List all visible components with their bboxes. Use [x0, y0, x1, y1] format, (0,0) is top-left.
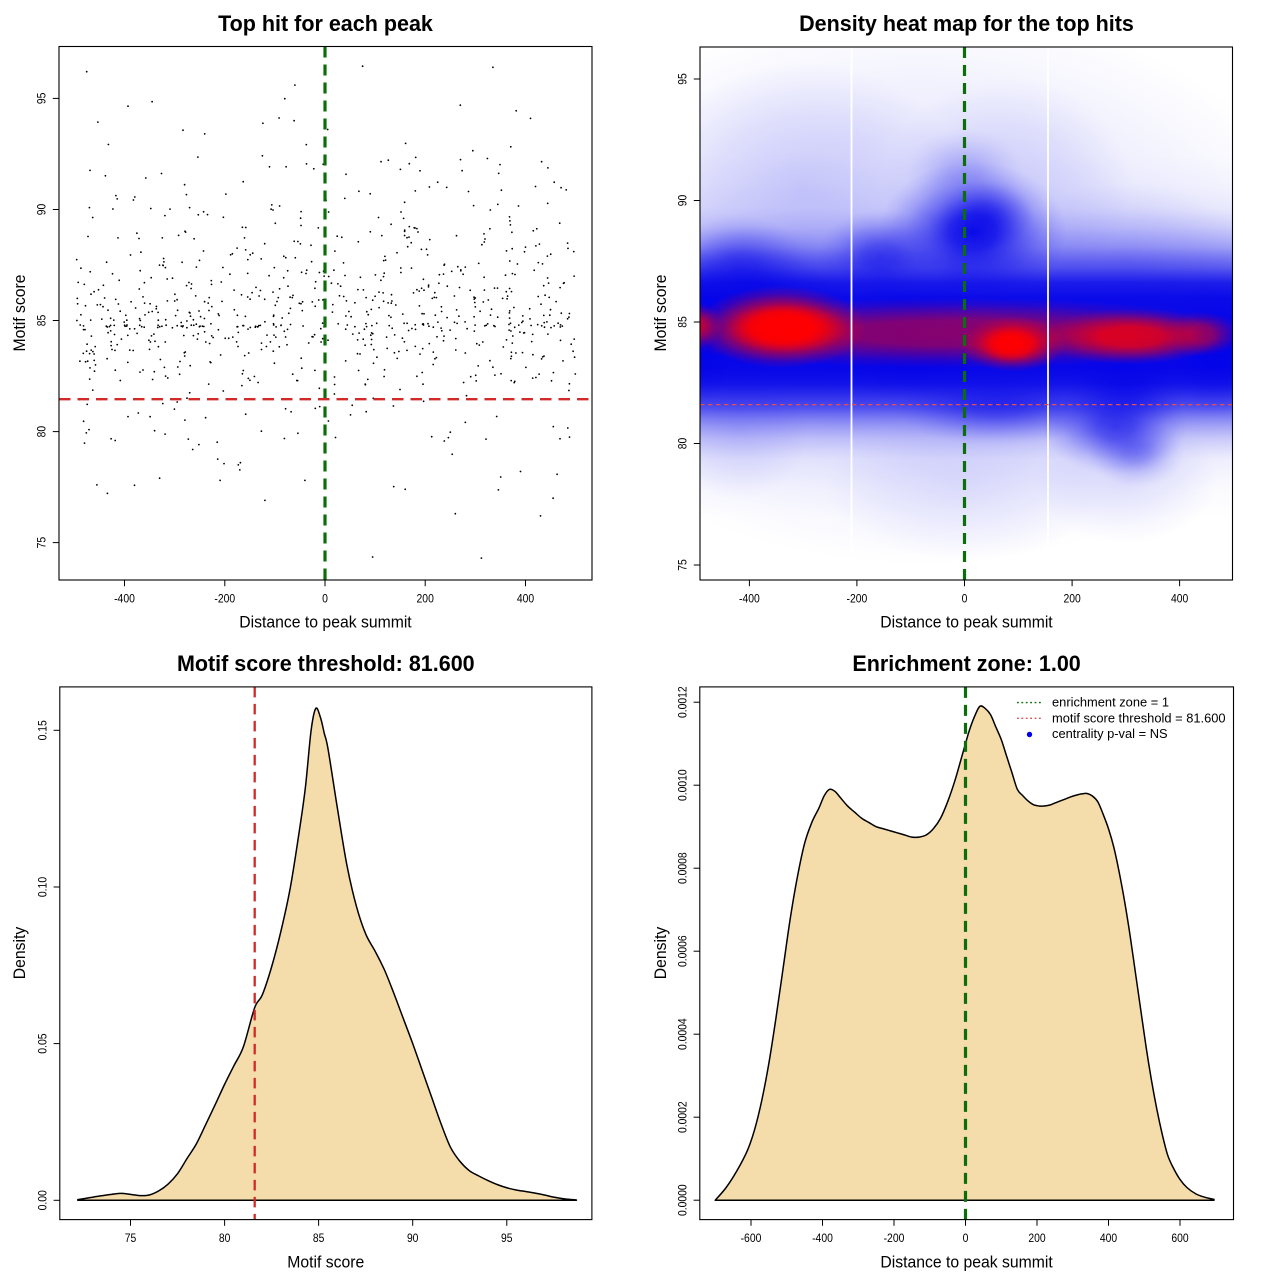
- svg-text:Enrichment zone: 1.00: Enrichment zone: 1.00: [852, 651, 1080, 676]
- svg-text:90: 90: [35, 203, 49, 215]
- svg-text:0: 0: [962, 592, 968, 606]
- svg-text:centrality p-val = NS: centrality p-val = NS: [1052, 727, 1168, 741]
- svg-text:0.15: 0.15: [35, 720, 49, 740]
- svg-text:75: 75: [35, 537, 49, 549]
- svg-text:Motif score: Motif score: [287, 1254, 364, 1272]
- svg-text:Density heat map for the top h: Density heat map for the top hits: [799, 11, 1134, 36]
- svg-text:0.0004: 0.0004: [675, 1018, 689, 1050]
- svg-text:0: 0: [963, 1231, 969, 1245]
- svg-text:90: 90: [407, 1231, 419, 1245]
- svg-text:75: 75: [676, 559, 690, 571]
- svg-text:Distance to peak summit: Distance to peak summit: [880, 614, 1053, 632]
- svg-text:-400: -400: [812, 1231, 833, 1245]
- svg-text:-200: -200: [884, 1231, 905, 1245]
- svg-text:Density: Density: [11, 926, 29, 979]
- svg-text:80: 80: [219, 1231, 231, 1245]
- svg-text:85: 85: [313, 1231, 325, 1245]
- svg-text:95: 95: [35, 92, 49, 104]
- svg-text:-600: -600: [741, 1231, 762, 1245]
- svg-text:200: 200: [1063, 592, 1081, 606]
- svg-text:-400: -400: [114, 592, 135, 606]
- svg-text:Top hit for each peak: Top hit for each peak: [218, 11, 434, 36]
- svg-text:0.0008: 0.0008: [675, 852, 689, 884]
- svg-text:400: 400: [1100, 1231, 1118, 1245]
- svg-text:90: 90: [676, 194, 690, 206]
- svg-text:80: 80: [35, 426, 49, 438]
- svg-text:95: 95: [676, 73, 690, 85]
- svg-text:400: 400: [1171, 592, 1189, 606]
- svg-text:200: 200: [1028, 1231, 1046, 1245]
- svg-text:-400: -400: [739, 592, 760, 606]
- svg-text:600: 600: [1171, 1231, 1189, 1245]
- svg-text:80: 80: [676, 437, 690, 449]
- svg-text:Motif score: Motif score: [652, 275, 670, 352]
- svg-text:0.05: 0.05: [35, 1033, 49, 1053]
- svg-text:85: 85: [676, 316, 690, 328]
- svg-text:0.0006: 0.0006: [675, 935, 689, 967]
- svg-text:motif score threshold = 81.600: motif score threshold = 81.600: [1052, 711, 1226, 725]
- svg-text:-200: -200: [214, 592, 235, 606]
- svg-text:0.0000: 0.0000: [675, 1184, 689, 1216]
- svg-text:Motif score threshold: 81.600: Motif score threshold: 81.600: [177, 651, 475, 676]
- svg-text:Distance to peak summit: Distance to peak summit: [239, 614, 412, 632]
- svg-text:0.00: 0.00: [35, 1190, 49, 1210]
- svg-text:0: 0: [322, 592, 328, 606]
- svg-text:-200: -200: [847, 592, 868, 606]
- svg-text:enrichment zone = 1: enrichment zone = 1: [1052, 696, 1169, 710]
- svg-text:0.0012: 0.0012: [675, 686, 689, 718]
- svg-text:85: 85: [35, 314, 49, 326]
- svg-text:95: 95: [501, 1231, 513, 1245]
- svg-text:Motif score: Motif score: [11, 275, 29, 352]
- svg-text:75: 75: [125, 1231, 137, 1245]
- svg-text:Distance to peak summit: Distance to peak summit: [880, 1254, 1053, 1272]
- svg-text:200: 200: [417, 592, 435, 606]
- svg-text:0.0010: 0.0010: [675, 769, 689, 801]
- svg-text:400: 400: [517, 592, 535, 606]
- svg-text:0.10: 0.10: [35, 877, 49, 897]
- svg-text:0.0002: 0.0002: [675, 1101, 689, 1133]
- svg-text:Density: Density: [652, 926, 670, 979]
